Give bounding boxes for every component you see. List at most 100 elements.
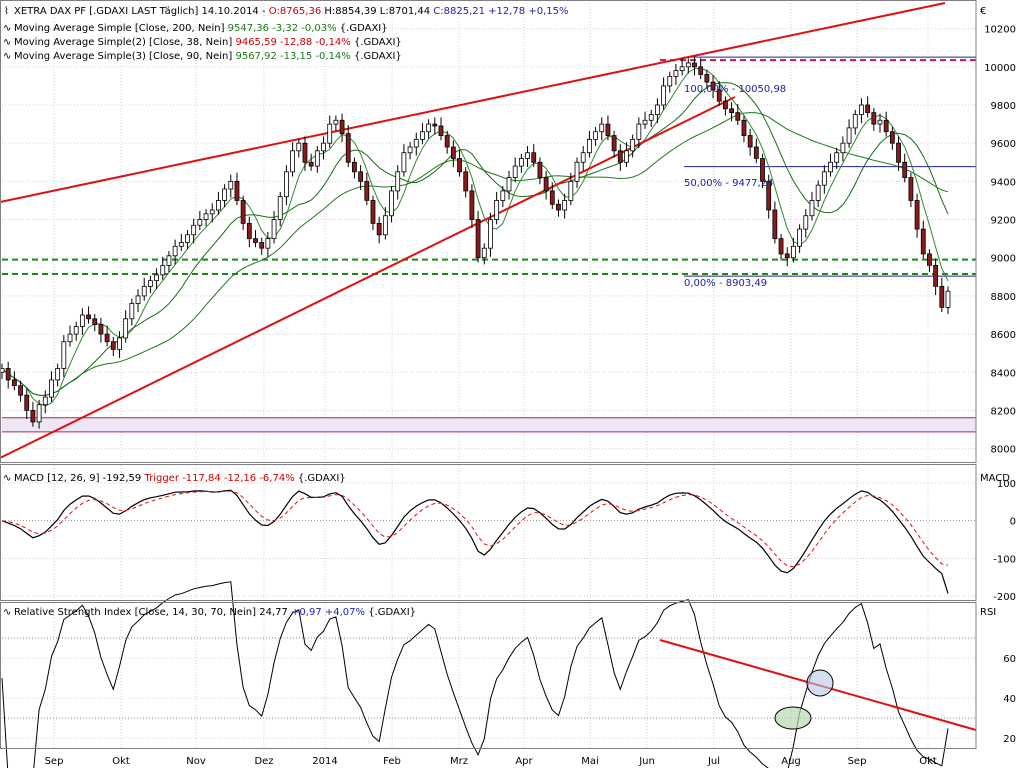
pane-border — [0, 0, 977, 463]
candle-body — [599, 123, 605, 133]
candle-body — [698, 66, 704, 75]
candle-body — [803, 215, 809, 230]
sma38-value: 9465,59 -12,88 -0,14% — [235, 37, 350, 48]
candle-body — [370, 200, 376, 224]
candle-body — [432, 123, 438, 127]
sma-icon: ∿ — [3, 51, 11, 62]
macd-icon: ∿ — [3, 473, 11, 484]
candle-body — [302, 142, 308, 163]
candle-body — [908, 177, 914, 201]
candle-body — [265, 238, 271, 249]
rsi-low-highlight — [774, 706, 812, 730]
price-close: C:8825,21 +12,78 +0,15% — [433, 6, 568, 17]
pane-border — [0, 464, 977, 601]
candle-body — [815, 184, 821, 201]
chart-icon: ⌇ — [4, 6, 9, 17]
candle-body — [939, 285, 945, 308]
candle-body — [67, 333, 73, 343]
candle-body — [333, 119, 339, 125]
candle-body — [791, 245, 796, 259]
candle-body — [624, 150, 629, 163]
candle-body — [450, 146, 456, 159]
candle-body — [475, 219, 481, 259]
candle-body — [327, 123, 333, 144]
candle-body — [896, 142, 901, 163]
candle-body — [36, 404, 42, 423]
candle-body — [469, 190, 475, 220]
candle-body — [413, 138, 419, 148]
macd-line — [1, 489, 949, 594]
candle-body — [593, 131, 598, 140]
price-pane[interactable] — [0, 0, 976, 462]
candle-body — [0, 368, 5, 373]
rsi-tick-label: 40 — [1003, 694, 1016, 705]
candle-body — [253, 238, 258, 243]
price-tick-label: 9200 — [991, 216, 1016, 227]
price-tick-label: 9000 — [991, 254, 1016, 265]
sma90-legend: Moving Average Simple(3) [Close, 90, Nei… — [14, 51, 402, 62]
candle-body — [401, 152, 407, 173]
candle-body — [889, 131, 895, 144]
candle-body — [741, 119, 747, 136]
candle-body — [314, 150, 320, 167]
candle-body — [902, 161, 908, 178]
x-tick-label: Sep — [848, 756, 867, 767]
sma38-legend: Moving Average Simple(2) [Close, 38, Nei… — [14, 37, 402, 48]
x-tick-label: Feb — [383, 756, 401, 767]
candle-body — [339, 119, 345, 135]
candle-body — [828, 161, 833, 173]
sma200-line — [1, 112, 949, 396]
candle-body — [178, 242, 184, 247]
price-tick-label: 8200 — [991, 406, 1016, 417]
price-tick-label: 10200 — [984, 25, 1016, 36]
sma-icon: ∿ — [3, 23, 11, 34]
candle-body — [920, 228, 926, 255]
candle-body — [352, 161, 357, 173]
candle-body — [129, 303, 135, 320]
candle-body — [685, 62, 691, 68]
candle-body — [382, 215, 388, 236]
candle-body — [840, 142, 846, 154]
price-tick-label: 8800 — [991, 292, 1016, 303]
macd-tick-label: 100 — [997, 479, 1016, 490]
candle-body — [61, 341, 67, 369]
candle-body — [760, 158, 765, 182]
candle-body — [673, 70, 679, 77]
fib-labels: 100,00% - 10050,98 50,00% - 9477,24 0,00… — [684, 84, 786, 289]
candle-body — [549, 190, 555, 205]
x-tick-label: Jun — [638, 756, 655, 767]
sma200-value: 9547,36 -3,32 -0,03% — [228, 23, 337, 34]
candle-body — [865, 104, 871, 114]
candle-body — [18, 385, 23, 396]
candle-body — [98, 324, 104, 335]
candle-body — [512, 165, 518, 178]
sma38-label: Moving Average Simple(2) [Close, 38, Nei… — [14, 37, 232, 48]
candle-body — [859, 104, 864, 115]
price-title-prefix: XETRA DAX PF [.GDAXI LAST Täglich] 14.10… — [14, 6, 269, 17]
candle-body — [518, 158, 524, 167]
candle-body — [420, 131, 425, 140]
rsi-tick-label: 60 — [1003, 654, 1016, 665]
candle-body — [197, 219, 203, 226]
rsi-value: +0,97 +4,07% — [291, 607, 365, 618]
candle-body — [630, 138, 636, 152]
candle-body — [797, 228, 803, 247]
macd-plot — [1, 489, 976, 594]
candle-body — [481, 247, 487, 259]
candle-body — [49, 379, 54, 398]
x-tick-label: Mai — [581, 756, 599, 767]
candle-body — [574, 161, 580, 182]
candle-body — [506, 177, 512, 192]
currency-label: € — [980, 6, 986, 17]
price-tick-label: 8400 — [991, 368, 1016, 379]
candle-body — [79, 314, 85, 327]
candle-body — [562, 200, 568, 211]
sma-icon: ∿ — [3, 37, 11, 48]
candle-body — [222, 188, 227, 201]
candle-body — [104, 333, 110, 343]
candle-body — [147, 280, 153, 287]
candle-body — [747, 135, 753, 148]
sma90-value: 9567,92 -13,15 -0,14% — [235, 51, 350, 62]
macd-pane[interactable] — [0, 464, 976, 600]
candle-body — [166, 255, 172, 266]
